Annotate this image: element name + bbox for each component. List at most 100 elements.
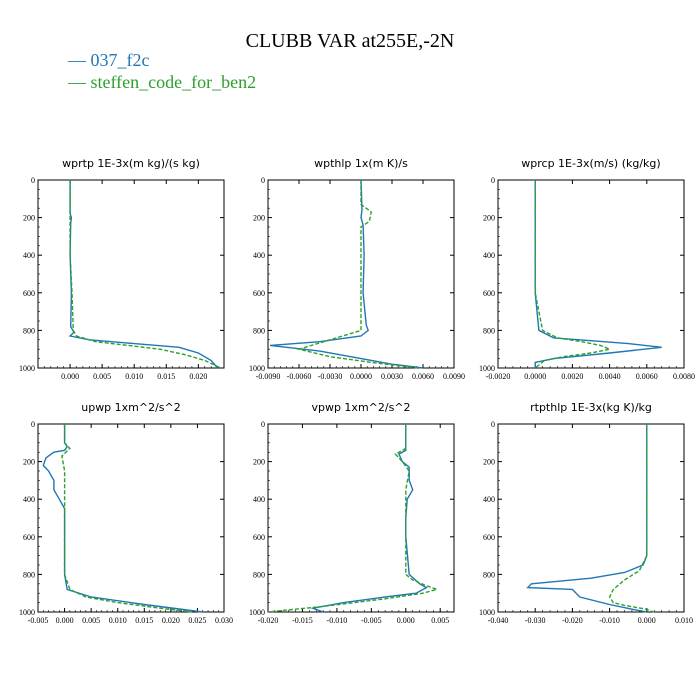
x-tick-label: -0.010 bbox=[327, 616, 348, 625]
x-tick-label: 0.0060 bbox=[636, 372, 658, 381]
series-line-steffen bbox=[61, 424, 193, 613]
y-tick-label: 200 bbox=[253, 214, 265, 223]
y-tick-label: 1000 bbox=[479, 364, 495, 373]
legend-swatch: — bbox=[68, 50, 91, 70]
x-tick-label: 0.0040 bbox=[599, 372, 621, 381]
x-tick-label: 0.0000 bbox=[350, 372, 372, 381]
y-tick-label: 200 bbox=[483, 214, 495, 223]
y-tick-label: 1000 bbox=[249, 364, 265, 373]
y-tick-label: 1000 bbox=[19, 364, 35, 373]
plot-frame bbox=[267, 423, 455, 613]
x-tick-label: 0.0000 bbox=[524, 372, 546, 381]
series-line-steffen bbox=[534, 180, 612, 369]
y-tick-label: 0 bbox=[261, 176, 265, 185]
x-tick-label: -0.0020 bbox=[486, 372, 511, 381]
x-tick-label: -0.040 bbox=[488, 616, 509, 625]
x-tick-label: -0.0060 bbox=[287, 372, 312, 381]
x-tick-label: 0.010 bbox=[109, 616, 127, 625]
y-tick-label: 1000 bbox=[249, 608, 265, 617]
x-tick-label: 0.010 bbox=[125, 372, 143, 381]
legend-item-037-f2c: — 037_f2c bbox=[68, 50, 149, 71]
x-tick-label: 0.0020 bbox=[561, 372, 583, 381]
x-tick-label: -0.0090 bbox=[256, 372, 281, 381]
legend-label: 037_f2c bbox=[90, 50, 150, 70]
series-line-steffen bbox=[69, 180, 222, 369]
x-tick-label: 0.020 bbox=[189, 372, 207, 381]
chart-title: upwp 1xm^2/s^2 bbox=[81, 401, 181, 414]
chart-panel-4: upwp 1xm^2/s^2 -0.005 0.000 0.005 0.010 0.015… bbox=[19, 401, 233, 625]
y-tick-label: 200 bbox=[23, 214, 35, 223]
y-tick-label: 600 bbox=[253, 289, 265, 298]
y-tick-label: 800 bbox=[253, 570, 265, 579]
chart-title: wprtp 1E-3x(m kg)/(s kg) bbox=[62, 157, 200, 170]
y-tick-label: 200 bbox=[483, 458, 495, 467]
x-tick-label: 0.005 bbox=[82, 616, 100, 625]
x-tick-label: 0.0080 bbox=[673, 372, 695, 381]
y-tick-label: 600 bbox=[23, 533, 35, 542]
y-tick-label: 0 bbox=[31, 420, 35, 429]
x-tick-label: -0.0030 bbox=[318, 372, 343, 381]
y-tick-label: 0 bbox=[491, 420, 495, 429]
y-tick-label: 600 bbox=[483, 289, 495, 298]
x-tick-label: -0.005 bbox=[28, 616, 49, 625]
x-tick-label: 0.005 bbox=[93, 372, 111, 381]
x-tick-label: -0.020 bbox=[562, 616, 583, 625]
legend-item-steffen: — steffen_code_for_ben2 bbox=[68, 72, 256, 93]
y-tick-label: 400 bbox=[483, 251, 495, 260]
page-title: CLUBB VAR at255E,-2N bbox=[245, 30, 455, 52]
x-tick-label: 0.015 bbox=[157, 372, 175, 381]
series-line-037-f2c bbox=[526, 424, 648, 613]
x-tick-label: -0.020 bbox=[258, 616, 279, 625]
series-line-037-f2c bbox=[270, 179, 424, 369]
y-tick-label: 800 bbox=[253, 326, 265, 335]
series-line-037-f2c bbox=[310, 424, 428, 613]
x-tick-label: 0.0090 bbox=[443, 372, 465, 381]
y-tick-label: 400 bbox=[23, 495, 35, 504]
x-tick-label: -0.015 bbox=[292, 616, 313, 625]
chart-panel-3: wprcp 1E-3x(m/s) (kg/kg) -0.0020 0.0000 0.0… bbox=[479, 157, 695, 381]
x-tick-label: 0.0060 bbox=[412, 372, 434, 381]
y-tick-label: 600 bbox=[483, 533, 495, 542]
legend-swatch: — bbox=[68, 72, 91, 92]
y-tick-label: 800 bbox=[483, 570, 495, 579]
y-tick-label: 0 bbox=[31, 176, 35, 185]
series-line-steffen bbox=[267, 424, 440, 613]
chart-title: vpwp 1xm^2/s^2 bbox=[311, 401, 410, 414]
y-tick-label: 400 bbox=[23, 251, 35, 260]
plot-frame bbox=[497, 423, 685, 613]
y-tick-label: 1000 bbox=[479, 608, 495, 617]
y-tick-label: 200 bbox=[23, 458, 35, 467]
legend-label: steffen_code_for_ben2 bbox=[90, 72, 257, 92]
x-tick-label: -0.005 bbox=[361, 616, 382, 625]
y-tick-label: 800 bbox=[23, 570, 35, 579]
x-tick-label: -0.030 bbox=[525, 616, 546, 625]
series-line-037-f2c bbox=[534, 180, 662, 368]
plot-frame bbox=[497, 179, 685, 369]
chart-panel-1: wprtp 1E-3x(m kg)/(s kg) 0.000 0.005 0.010 0… bbox=[19, 157, 225, 381]
series-line-037-f2c bbox=[68, 180, 219, 369]
x-tick-label: 0.0030 bbox=[381, 372, 403, 381]
plot-frame bbox=[37, 179, 225, 369]
x-tick-label: 0.030 bbox=[215, 616, 233, 625]
x-tick-label: 0.000 bbox=[397, 616, 415, 625]
series-line-037-f2c bbox=[42, 424, 203, 613]
x-tick-label: 0.000 bbox=[61, 372, 79, 381]
chart-title: wprcp 1E-3x(m/s) (kg/kg) bbox=[521, 157, 660, 170]
chart-title: wpthlp 1x(m K)/s bbox=[314, 157, 408, 170]
y-tick-label: 800 bbox=[23, 326, 35, 335]
chart-panel-2: wpthlp 1x(m K)/s -0.0090 -0.0060 -0.0030 0.0… bbox=[249, 157, 465, 381]
y-tick-label: 400 bbox=[483, 495, 495, 504]
y-tick-label: 800 bbox=[483, 326, 495, 335]
x-tick-label: 0.000 bbox=[638, 616, 656, 625]
chart-title: rtpthlp 1E-3x(kg K)/kg bbox=[530, 401, 652, 414]
chart-panel-6: rtpthlp 1E-3x(kg K)/kg -0.040 -0.030 -0.020… bbox=[479, 401, 693, 625]
y-tick-label: 0 bbox=[261, 420, 265, 429]
y-tick-label: 600 bbox=[23, 289, 35, 298]
y-tick-label: 600 bbox=[253, 533, 265, 542]
x-tick-label: 0.025 bbox=[188, 616, 206, 625]
y-tick-label: 0 bbox=[491, 176, 495, 185]
y-tick-label: 1000 bbox=[19, 608, 35, 617]
x-tick-label: 0.015 bbox=[135, 616, 153, 625]
x-tick-label: 0.010 bbox=[675, 616, 693, 625]
